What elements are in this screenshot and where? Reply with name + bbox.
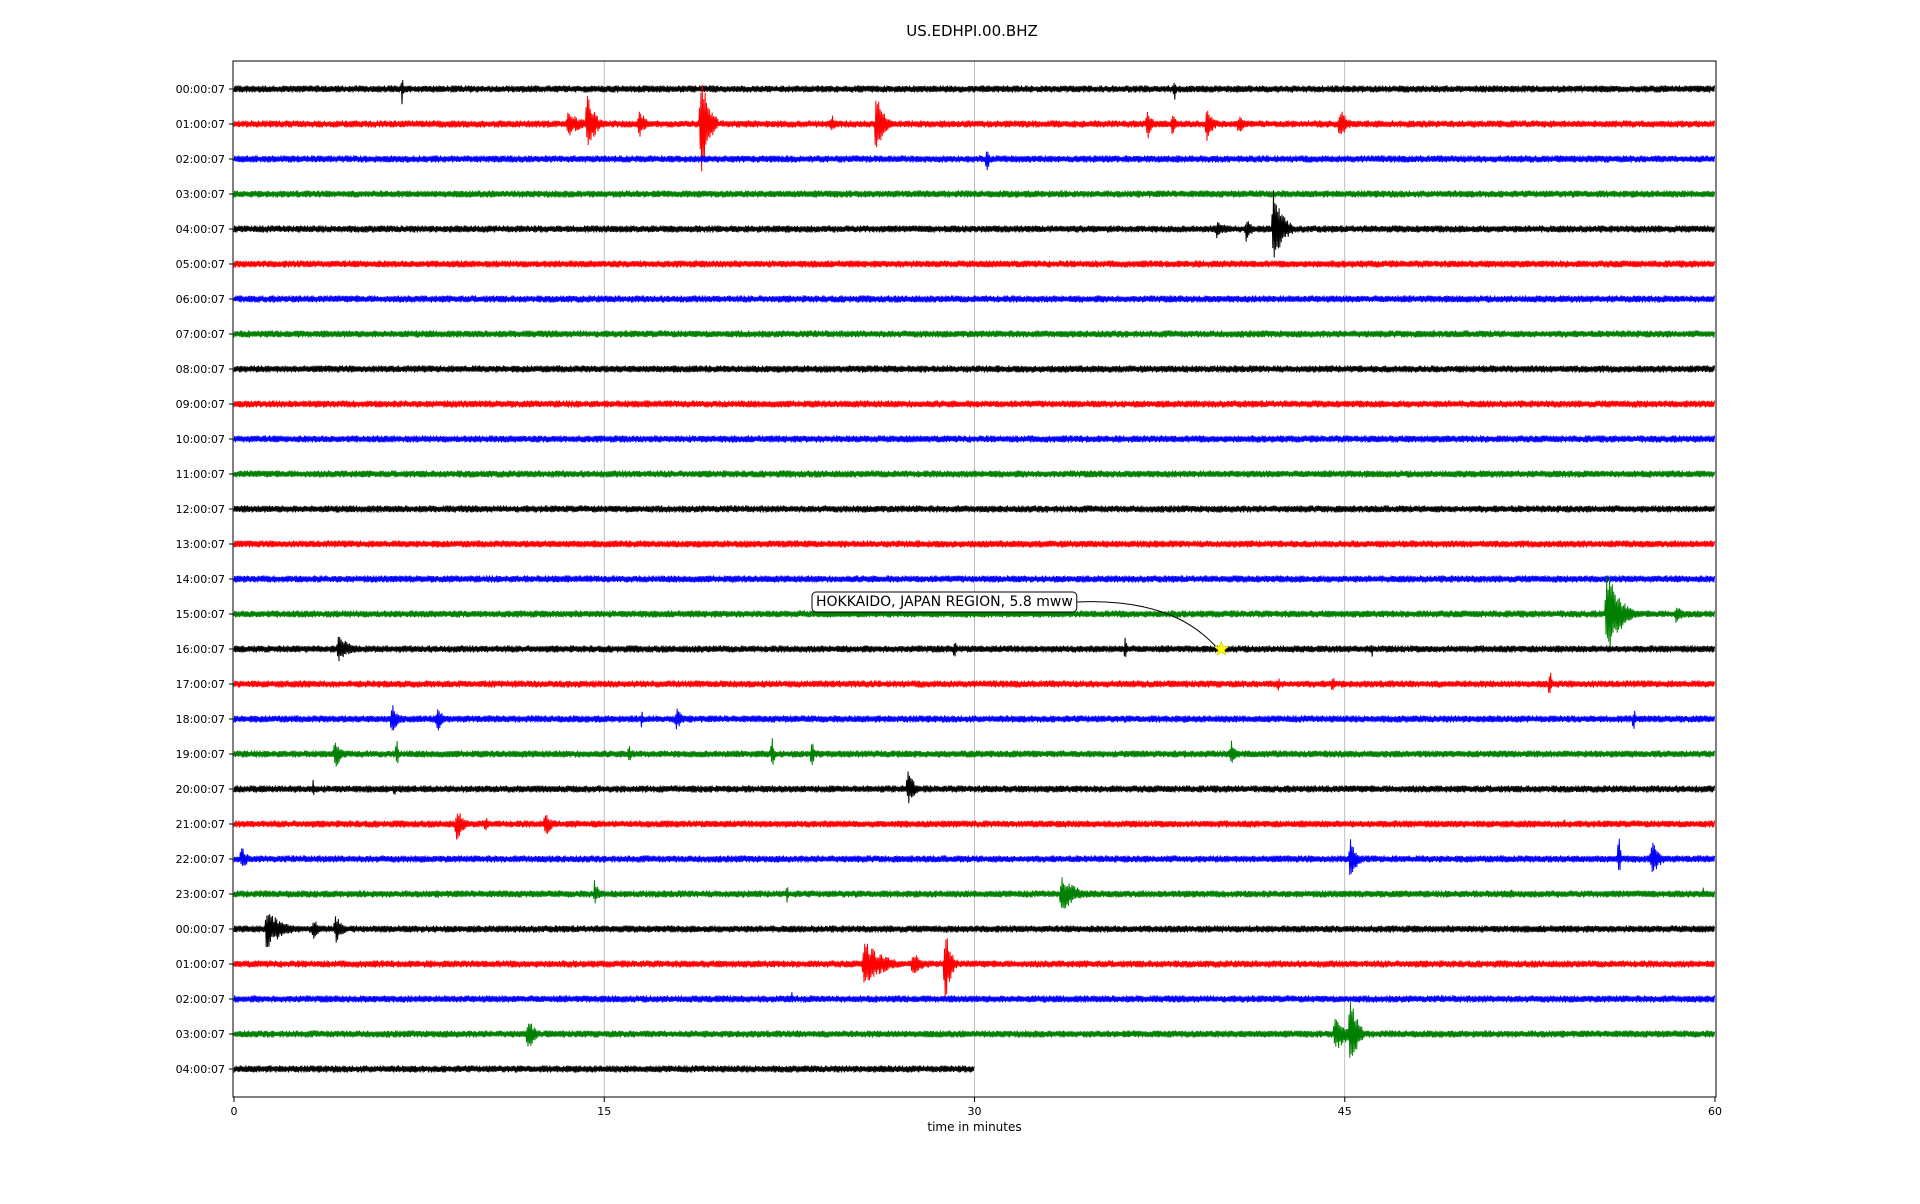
trace-row bbox=[233, 914, 1715, 948]
trace-row bbox=[233, 672, 1715, 694]
trace-row bbox=[233, 84, 1715, 172]
y-tick-label: 11:00:07 bbox=[176, 468, 225, 481]
y-tick-label: 02:00:07 bbox=[176, 153, 225, 166]
trace-row bbox=[233, 738, 1715, 767]
y-tick-label: 19:00:07 bbox=[176, 748, 225, 761]
y-tick-label: 04:00:07 bbox=[176, 223, 225, 236]
y-tick-label: 05:00:07 bbox=[176, 258, 225, 271]
x-axis: 0 15 30 45 60 bbox=[231, 1097, 1722, 1118]
trace-row bbox=[233, 435, 1715, 443]
y-tick-label: 01:00:07 bbox=[176, 118, 225, 131]
y-tick-label: 00:00:07 bbox=[176, 923, 225, 936]
annotation-layer: HOKKAIDO, JAPAN REGION, 5.8 mww bbox=[811, 591, 1230, 656]
y-tick-label: 09:00:07 bbox=[176, 398, 225, 411]
trace-row bbox=[233, 190, 1715, 198]
trace-row bbox=[233, 576, 1715, 650]
y-tick-label: 08:00:07 bbox=[176, 363, 225, 376]
event-annotation-connector bbox=[1076, 601, 1216, 647]
trace-row bbox=[233, 1001, 1715, 1058]
trace-row bbox=[233, 771, 1715, 804]
trace-row bbox=[233, 190, 1715, 258]
x-tick-label: 0 bbox=[231, 1105, 238, 1118]
x-tick-label: 60 bbox=[1708, 1105, 1722, 1118]
y-tick-label: 21:00:07 bbox=[176, 818, 225, 831]
plot-frame bbox=[232, 60, 1717, 1098]
y-tick-label: 00:00:07 bbox=[176, 83, 225, 96]
y-tick-label: 02:00:07 bbox=[176, 993, 225, 1006]
y-tick-label: 23:00:07 bbox=[176, 888, 225, 901]
trace-row bbox=[233, 295, 1715, 303]
y-tick-label: 14:00:07 bbox=[176, 573, 225, 586]
y-tick-label: 07:00:07 bbox=[176, 328, 225, 341]
event-annotation-label: HOKKAIDO, JAPAN REGION, 5.8 mww bbox=[816, 594, 1073, 610]
y-tick-label: 16:00:07 bbox=[176, 643, 225, 656]
y-tick-label: 22:00:07 bbox=[176, 853, 225, 866]
chart-title: US.EDHPI.00.BHZ bbox=[906, 22, 1038, 40]
y-tick-label: 20:00:07 bbox=[176, 783, 225, 796]
trace-row bbox=[233, 636, 1715, 662]
trace-row bbox=[233, 838, 1715, 876]
x-tick-label: 15 bbox=[597, 1105, 611, 1118]
trace-row bbox=[233, 505, 1715, 513]
y-tick-label: 13:00:07 bbox=[176, 538, 225, 551]
trace-row bbox=[233, 992, 1715, 1003]
y-tick-label: 03:00:07 bbox=[176, 1028, 225, 1041]
y-tick-label: 01:00:07 bbox=[176, 958, 225, 971]
y-tick-label: 12:00:07 bbox=[176, 503, 225, 516]
trace-row bbox=[233, 938, 1715, 1001]
y-tick-label: 06:00:07 bbox=[176, 293, 225, 306]
trace-row bbox=[233, 705, 1715, 731]
trace-row bbox=[233, 813, 1715, 840]
x-tick-label: 45 bbox=[1338, 1105, 1352, 1118]
y-tick-label: 18:00:07 bbox=[176, 713, 225, 726]
x-tick-label: 30 bbox=[968, 1105, 982, 1118]
event-star-marker bbox=[1213, 640, 1230, 656]
trace-row bbox=[233, 470, 1715, 478]
trace-row bbox=[233, 80, 1715, 105]
y-tick-label: 03:00:07 bbox=[176, 188, 225, 201]
trace-row bbox=[233, 540, 1715, 548]
trace-row bbox=[233, 1065, 975, 1073]
trace-row bbox=[233, 877, 1715, 909]
y-tick-label: 04:00:07 bbox=[176, 1063, 225, 1076]
y-tick-label: 17:00:07 bbox=[176, 678, 225, 691]
y-tick-labels: 00:00:07 01:00:07 02:00:07 03:00:07 04:00:07… bbox=[176, 83, 234, 1076]
trace-row bbox=[233, 260, 1715, 268]
trace-row bbox=[233, 400, 1715, 408]
trace-row bbox=[233, 365, 1715, 373]
x-axis-label: time in minutes bbox=[927, 1120, 1021, 1134]
trace-row bbox=[233, 151, 1715, 171]
trace-row bbox=[233, 575, 1715, 583]
y-tick-label: 10:00:07 bbox=[176, 433, 225, 446]
y-tick-label: 15:00:07 bbox=[176, 608, 225, 621]
traces-layer bbox=[233, 80, 1715, 1073]
trace-row bbox=[233, 330, 1715, 338]
